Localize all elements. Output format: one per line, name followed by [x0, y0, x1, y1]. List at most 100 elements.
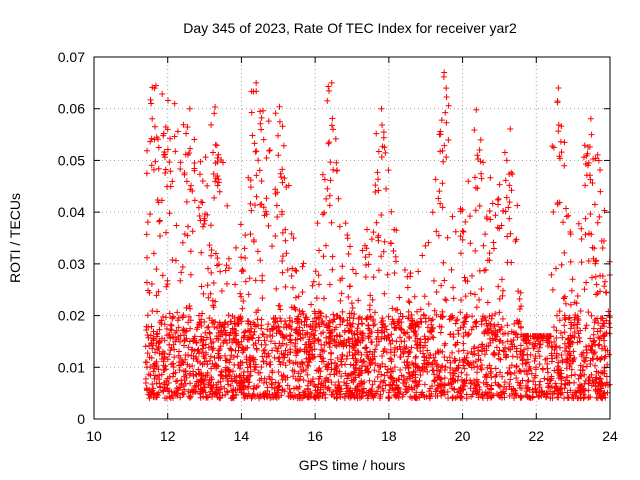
data-point	[215, 179, 222, 186]
data-point	[226, 372, 233, 379]
data-point	[153, 266, 160, 273]
data-point	[320, 253, 327, 260]
data-point	[199, 199, 206, 206]
data-point	[199, 310, 206, 317]
data-point	[261, 337, 268, 344]
data-point	[276, 328, 283, 335]
data-point	[160, 151, 167, 158]
data-point	[561, 314, 568, 321]
data-point	[253, 309, 260, 316]
data-point	[405, 353, 412, 360]
data-point	[279, 257, 286, 264]
data-point	[163, 283, 170, 290]
data-point	[327, 371, 334, 378]
data-point	[397, 346, 404, 353]
data-point	[273, 202, 280, 209]
data-point	[267, 338, 274, 345]
data-point	[377, 393, 384, 400]
data-point	[310, 338, 317, 345]
data-point	[435, 232, 442, 239]
data-point	[167, 135, 174, 142]
data-point	[531, 358, 538, 365]
data-point	[260, 107, 267, 114]
data-point	[528, 370, 535, 377]
data-point	[162, 314, 169, 321]
data-point	[358, 351, 365, 358]
data-point	[336, 368, 343, 375]
data-point	[529, 393, 536, 400]
data-point	[372, 182, 379, 189]
data-point	[599, 245, 606, 252]
data-point	[488, 315, 495, 322]
data-point	[440, 259, 447, 266]
data-point	[228, 346, 235, 353]
data-point	[175, 324, 182, 331]
data-point	[564, 358, 571, 365]
data-point	[149, 345, 156, 352]
data-point	[447, 330, 454, 337]
data-point	[459, 236, 466, 243]
data-point	[501, 149, 508, 156]
data-point	[398, 326, 405, 333]
data-point	[299, 361, 306, 368]
data-point	[366, 333, 373, 340]
data-point	[465, 330, 472, 337]
data-point	[196, 212, 203, 219]
data-point	[308, 330, 315, 337]
data-point	[246, 373, 253, 380]
data-point	[155, 288, 162, 295]
data-point	[483, 371, 490, 378]
data-point	[165, 97, 172, 104]
data-point	[238, 389, 245, 396]
data-point	[144, 254, 151, 261]
data-point	[453, 365, 460, 372]
data-point	[175, 315, 182, 322]
data-point	[359, 247, 366, 254]
data-point	[183, 327, 190, 334]
data-point	[382, 149, 389, 156]
data-point	[265, 222, 272, 229]
data-point	[191, 136, 198, 143]
data-point	[338, 373, 345, 380]
data-point	[158, 335, 165, 342]
data-point	[525, 359, 532, 366]
data-point	[286, 317, 293, 324]
data-point	[363, 349, 370, 356]
data-point	[201, 355, 208, 362]
x-tick-label: 10	[86, 428, 102, 444]
data-point	[379, 122, 386, 129]
data-point	[444, 388, 451, 395]
data-point	[411, 385, 418, 392]
data-point	[597, 166, 604, 173]
data-point	[177, 332, 184, 339]
data-point	[401, 338, 408, 345]
data-point	[316, 323, 323, 330]
data-point	[321, 209, 328, 216]
data-point	[455, 362, 462, 369]
data-point	[208, 252, 215, 259]
data-point	[154, 330, 161, 337]
data-point	[247, 231, 254, 238]
data-point	[365, 392, 372, 399]
data-point	[207, 336, 214, 343]
data-point	[147, 96, 154, 103]
data-point	[454, 389, 461, 396]
data-point	[602, 278, 609, 285]
data-point	[555, 365, 562, 372]
data-point	[230, 335, 237, 342]
data-point	[500, 287, 507, 294]
data-point	[375, 176, 382, 183]
data-point	[192, 388, 199, 395]
data-point	[416, 339, 423, 346]
data-point	[195, 346, 202, 353]
data-point	[422, 318, 429, 325]
data-point	[586, 374, 593, 381]
data-point	[495, 201, 502, 208]
data-point	[158, 317, 165, 324]
data-point	[315, 316, 322, 323]
data-point	[278, 350, 285, 357]
data-point	[145, 287, 152, 294]
data-point	[333, 370, 340, 377]
data-point	[404, 284, 411, 291]
data-point	[211, 323, 218, 330]
